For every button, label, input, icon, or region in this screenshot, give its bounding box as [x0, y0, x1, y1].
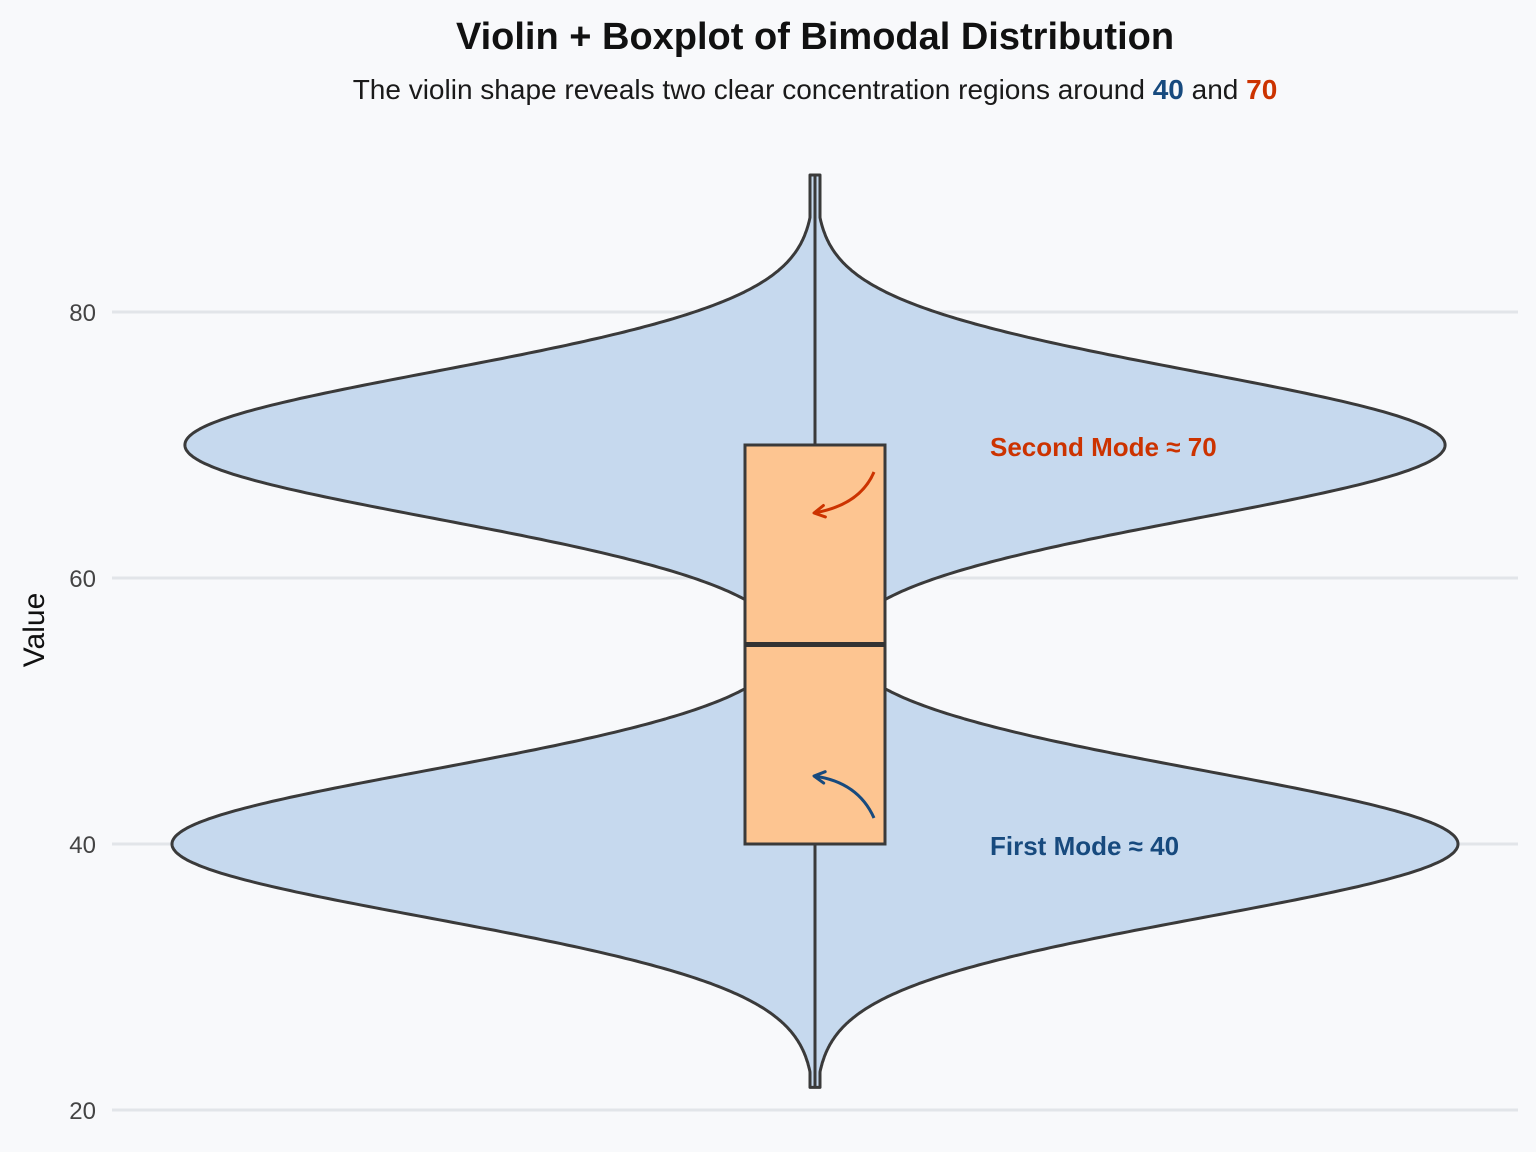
arrowhead-first-mode [812, 770, 827, 785]
subtitle-prefix: The violin shape reveals two clear conce… [353, 74, 1153, 105]
y-tick-label: 20 [69, 1098, 96, 1125]
y-axis-ticks: 20 40 60 80 [69, 300, 96, 1125]
y-axis-label: Value [18, 593, 51, 668]
arrowhead-second-mode [812, 504, 827, 519]
y-tick-label: 60 [69, 566, 96, 593]
annotation-second-mode: Second Mode ≈ 70 [990, 432, 1217, 462]
y-tick-label: 80 [69, 300, 96, 327]
chart-subtitle: The violin shape reveals two clear conce… [353, 74, 1278, 105]
arrow-second-mode [813, 471, 876, 515]
subtitle-middle: and [1184, 74, 1246, 105]
y-tick-label: 40 [69, 832, 96, 859]
chart-title: Violin + Boxplot of Bimodal Distribution [456, 16, 1174, 58]
subtitle-mode2: 70 [1246, 74, 1277, 105]
annotation-first-mode: First Mode ≈ 40 [990, 831, 1179, 861]
arrow-first-mode [813, 774, 876, 819]
subtitle-mode1: 40 [1153, 74, 1184, 105]
